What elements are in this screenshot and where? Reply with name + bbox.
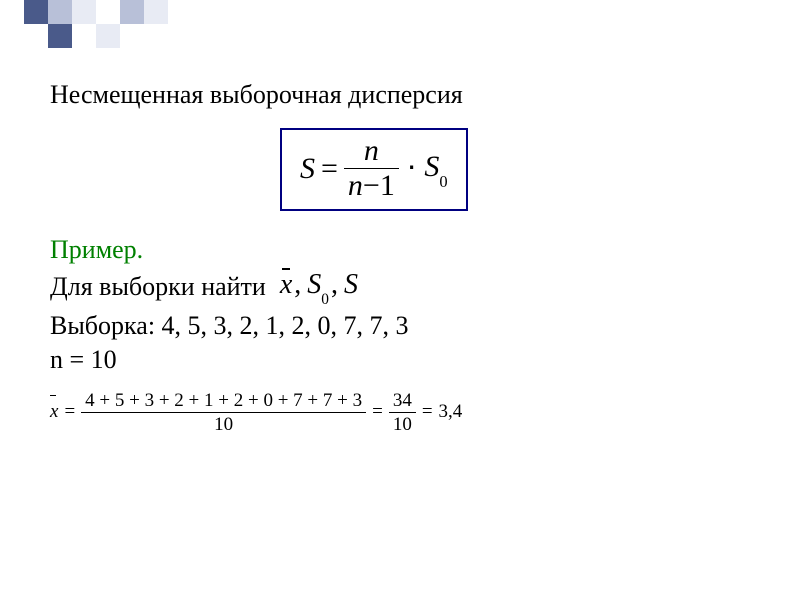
deco-row-1 [0,0,210,24]
example-prompt: Для выборки найти [50,272,266,302]
equals-sign: = [64,401,75,423]
deco-square [120,24,144,48]
multiplication-dot: ⋅ [405,151,419,186]
deco-square [96,24,120,48]
slide-content: Несмещенная выборочная дисперсия S = n n… [50,80,770,434]
slide-title: Несмещенная выборочная дисперсия [50,80,770,110]
deco-square [72,0,96,24]
equals-sign: = [422,401,433,423]
example-line-2: Для выборки найти x, S0, S [50,269,770,305]
sample-line: Выборка: 4, 5, 3, 2, 1, 2, 0, 7, 7, 3 [50,311,770,341]
short-denominator: 10 [389,412,416,434]
fraction-denominator: n−1 [344,168,399,201]
deco-square [48,0,72,24]
equals-sign: = [321,152,338,186]
calc-result: 3,4 [439,401,463,423]
deco-square [0,0,24,24]
fraction-numerator: n [344,136,399,168]
long-numerator: 4 + 5 + 3 + 2 + 1 + 2 + 0 + 7 + 7 + 3 [81,391,366,412]
example-label: Пример. [50,235,143,265]
mean-calculation: x = 4 + 5 + 3 + 2 + 1 + 2 + 0 + 7 + 7 + … [50,391,770,434]
main-formula: S = n n−1 ⋅ S0 [300,136,448,201]
s0-symbol: S0 [307,269,329,305]
corner-decoration [0,0,210,48]
example-line-1: Пример. [50,235,770,265]
deco-square [144,24,168,48]
deco-row-2 [0,24,210,48]
sample-label: Выборка: [50,311,155,340]
formula-fraction: n n−1 [344,136,399,201]
main-formula-box: S = n n−1 ⋅ S0 [280,128,468,211]
n-line: n = 10 [50,345,770,375]
deco-square [24,0,48,24]
deco-square [120,0,144,24]
deco-square [96,0,120,24]
formula-lhs: S [300,152,315,186]
x-bar-small: x [50,401,58,423]
equals-sign: = [372,401,383,423]
calc-fraction-short: 34 10 [389,391,416,434]
deco-square [144,0,168,24]
deco-square [0,24,24,48]
short-numerator: 34 [389,391,416,412]
deco-square [24,24,48,48]
example-symbols: x, S0, S [280,269,358,305]
x-bar-symbol: x [280,269,292,301]
deco-square [48,24,72,48]
long-denominator: 10 [81,412,366,434]
s-symbol: S [344,269,358,301]
deco-square [72,24,96,48]
calc-fraction-long: 4 + 5 + 3 + 2 + 1 + 2 + 0 + 7 + 7 + 3 10 [81,391,366,434]
formula-rhs: S0 [424,150,447,188]
sample-values: 4, 5, 3, 2, 1, 2, 0, 7, 7, 3 [162,311,409,340]
